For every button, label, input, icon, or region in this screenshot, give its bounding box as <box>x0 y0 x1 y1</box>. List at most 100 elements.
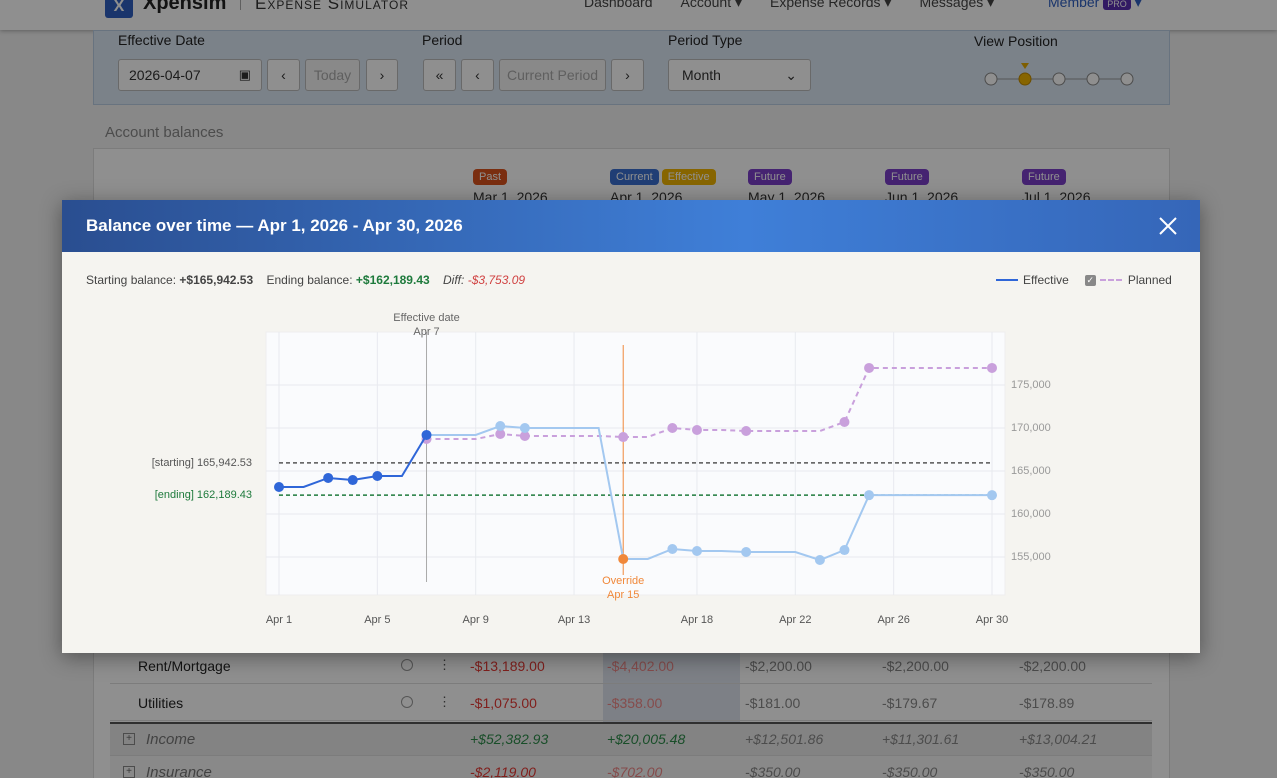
data-point <box>987 490 997 501</box>
data-point <box>741 547 752 558</box>
date-input[interactable]: 2026-04-07 ▣ <box>118 59 262 91</box>
data-point <box>347 475 358 486</box>
menu-icon[interactable]: ⋮ <box>438 694 451 709</box>
marker-label: Effective date <box>393 312 459 324</box>
cell-value: +$12,501.86 <box>745 731 824 747</box>
badge: Effective <box>661 169 716 185</box>
next-period-button[interactable]: › <box>611 59 644 91</box>
close-button[interactable] <box>1158 216 1178 236</box>
nav-item[interactable]: Expense Records ▾ <box>770 0 892 10</box>
label: Period <box>422 32 463 48</box>
logo[interactable]: X <box>105 0 133 18</box>
cell-value: -$2,200.00 <box>1019 658 1086 674</box>
row-name: Income <box>146 731 196 748</box>
pointer <box>1021 63 1029 69</box>
nav-item[interactable]: Messages ▾ <box>919 0 995 10</box>
x-tick-label: Apr 18 <box>681 614 713 626</box>
data-point <box>274 481 284 492</box>
data-point <box>667 544 678 555</box>
position-dot[interactable] <box>1052 72 1066 86</box>
y-tick-label: 170,000 <box>1011 422 1051 434</box>
marker-date: Apr 15 <box>607 589 639 601</box>
cell-value: -$178.89 <box>1019 695 1075 711</box>
modal-title: Balance over time — Apr 1, 2026 - Apr 30… <box>86 216 463 235</box>
data-point <box>741 426 752 437</box>
prev-period-button[interactable]: ‹ <box>461 59 494 91</box>
diff-value: -$3,753.09 <box>467 273 526 287</box>
nav-item[interactable]: Account ▾ <box>680 0 743 10</box>
pro-badge: PRO <box>1103 0 1131 10</box>
next-button[interactable]: › <box>366 59 398 91</box>
data-point <box>618 553 629 564</box>
data-point <box>519 430 530 441</box>
y-tick-label: 175,000 <box>1011 379 1051 391</box>
expand-icon[interactable]: + <box>123 733 135 745</box>
legend-checkbox[interactable]: ✓ <box>1084 274 1096 286</box>
cell-value: -$179.67 <box>882 695 938 711</box>
reference-label: [ending] 162,189.43 <box>155 489 252 501</box>
position-dot[interactable] <box>1120 72 1134 86</box>
x-tick-label: Apr 1 <box>266 614 292 626</box>
legend-swatch <box>1099 279 1122 281</box>
data-point <box>864 362 875 373</box>
member[interactable]: Member PRO ▾ <box>1048 0 1142 11</box>
cell-value: -$181.00 <box>745 695 801 711</box>
x-tick-label: Apr 13 <box>558 614 590 626</box>
data-point <box>987 362 997 373</box>
group-row <box>110 755 1152 778</box>
cell-value: -$350.00 <box>1019 764 1075 778</box>
row-border <box>110 683 1152 684</box>
data-point <box>495 421 506 432</box>
starting-value: +$165,942.53 <box>179 273 254 287</box>
chart: 155,000 160,000 165,000 170,000 175,000 Apr 1… <box>152 312 1051 626</box>
badge: Future <box>748 169 792 185</box>
cell-value: -$358.00 <box>607 695 663 711</box>
marker-label: Override <box>602 575 644 587</box>
divider <box>240 0 241 10</box>
view-position[interactable] <box>980 60 1140 90</box>
today-button[interactable]: Today <box>305 59 360 91</box>
column-badges: Current Effective <box>610 167 719 185</box>
nav-item[interactable]: Dashboard <box>584 0 653 10</box>
modal-header: Balance over time — Apr 1, 2026 - Apr 30… <box>62 200 1200 252</box>
select-value: Month <box>682 67 721 83</box>
brand[interactable]: Xpensim <box>143 0 227 14</box>
data-point <box>814 555 825 566</box>
first-button[interactable]: « <box>423 59 456 91</box>
label: Period Type <box>668 32 743 48</box>
summary: Starting balance: +$165,942.53 Ending ba… <box>86 273 525 287</box>
data-point <box>495 429 506 440</box>
data-point <box>839 545 850 556</box>
reference-label: [starting] 165,942.53 <box>152 457 252 469</box>
current-period-button[interactable]: Current Period <box>499 59 606 91</box>
cell-value: +$11,301.61 <box>882 731 960 747</box>
prev-button[interactable]: ‹ <box>267 59 300 91</box>
clock-icon[interactable] <box>401 696 413 708</box>
x-tick-label: Apr 26 <box>877 614 909 626</box>
y-tick-label: 155,000 <box>1011 551 1051 563</box>
member-label[interactable]: Member <box>1048 0 1100 10</box>
data-point <box>691 545 702 556</box>
clock-icon[interactable] <box>401 659 413 671</box>
cell-value: -$4,402.00 <box>607 658 674 674</box>
row-name: Rent/Mortgage <box>138 658 231 674</box>
data-point <box>323 472 334 483</box>
row-name: Utilities <box>138 695 184 711</box>
ending-value: +$162,189.43 <box>355 273 430 287</box>
data-point <box>839 416 850 427</box>
period-select[interactable]: Month ⌄ <box>668 59 811 91</box>
cell-value: -$702.00 <box>607 764 663 778</box>
menu-icon[interactable]: ⋮ <box>438 657 451 672</box>
cell-value: -$2,200.00 <box>882 658 949 674</box>
badge: Future <box>1022 169 1066 185</box>
y-tick-label: 165,000 <box>1011 465 1051 477</box>
data-point <box>519 423 530 433</box>
position-dot[interactable] <box>1018 72 1032 86</box>
position-dot[interactable] <box>984 72 998 86</box>
position-dot[interactable] <box>1086 72 1100 86</box>
cell-value: -$13,189.00 <box>470 658 545 674</box>
summary-label: Ending balance: <box>266 273 353 287</box>
data-point <box>691 424 702 435</box>
close-icon <box>1159 217 1177 235</box>
